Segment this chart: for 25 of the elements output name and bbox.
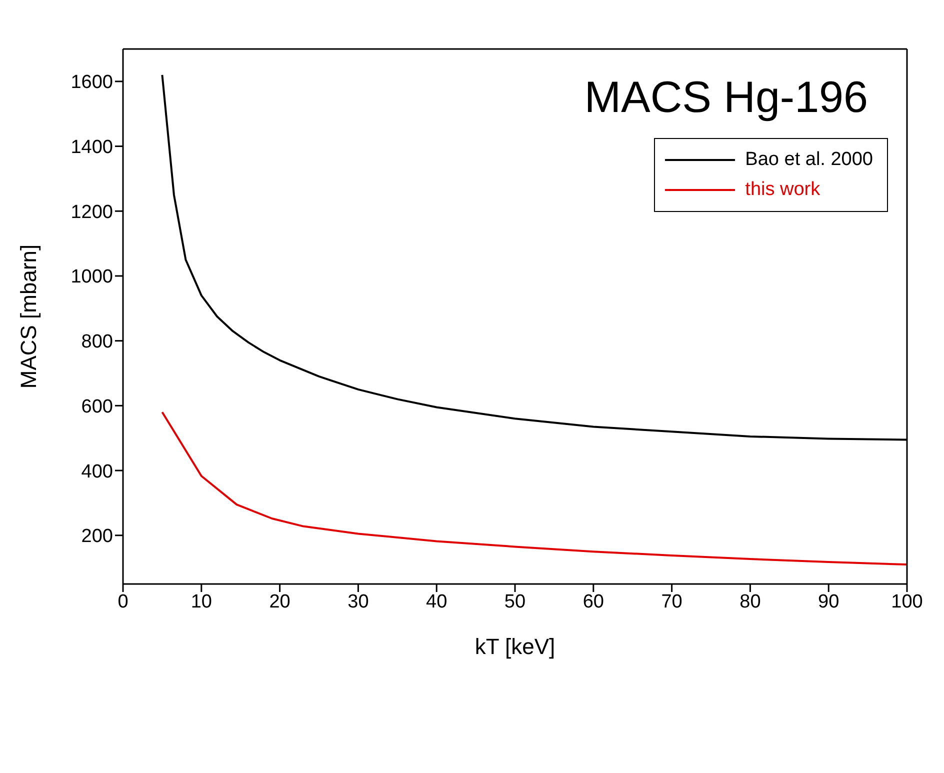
y-tick-label: 1200 [70,202,113,223]
x-tick-label: 70 [661,591,682,612]
y-tick-label: 800 [81,332,113,353]
x-tick-label: 90 [818,591,840,612]
x-tick-label: 10 [190,591,212,612]
text: MACS Hg-196 [584,73,868,123]
x-axis-title: kT [keV] [474,634,556,659]
x-tick-label: 100 [891,591,923,612]
legend-label: Bao et al. 2000 [745,148,873,172]
y-tick-label: 600 [81,396,113,418]
x-tick-label: 30 [348,591,369,612]
x-tick-label: 20 [269,591,290,612]
y-tick-label: 1400 [70,137,113,158]
x-tick-label: 50 [504,591,526,612]
x-tick-label: 40 [426,591,448,612]
y-tick-label: 1000 [70,266,113,288]
y-tick-label: 200 [81,526,113,548]
x-tick-label: 0 [118,591,128,612]
x-tick-label: 60 [582,591,604,612]
x-tick-label: 80 [740,591,761,612]
legend-label: this work [745,178,820,202]
y-axis-title: MACS [mbarn] [16,244,41,389]
y-tick-label: 1600 [70,72,113,94]
y-tick-label: 400 [81,461,113,482]
line-series [161,411,907,566]
